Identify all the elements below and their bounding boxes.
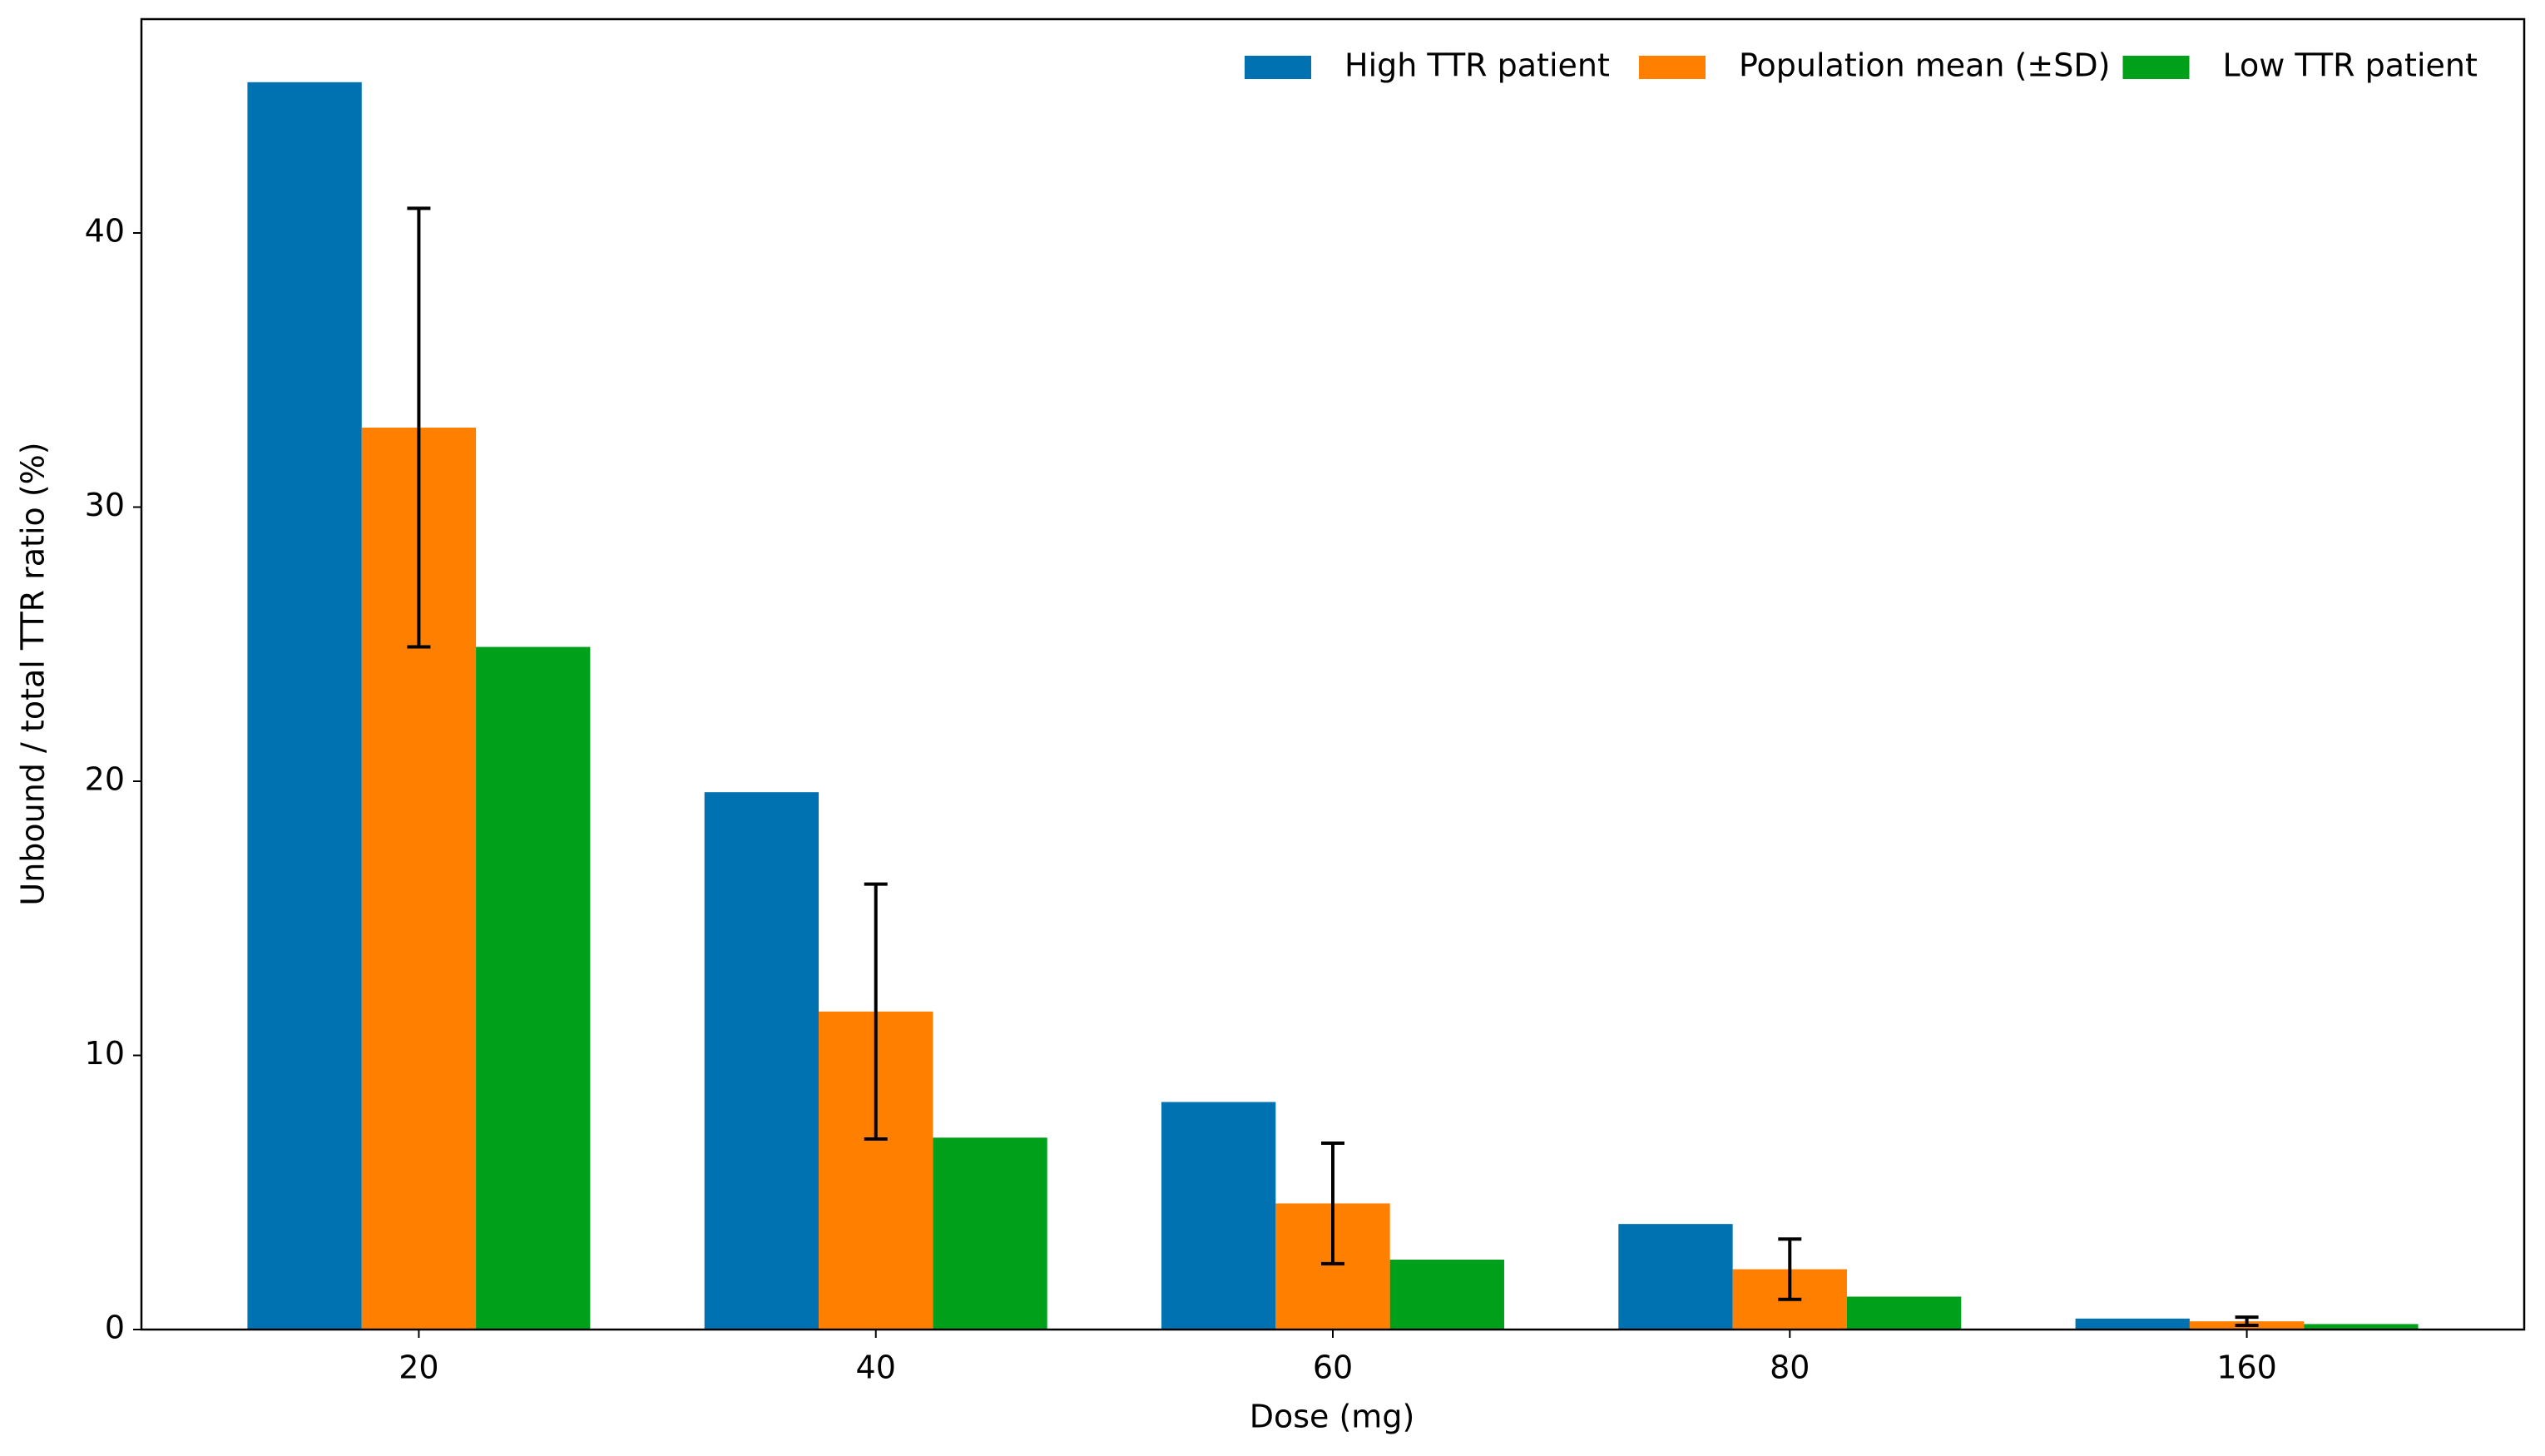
- x-tick-label: 40: [856, 1350, 896, 1386]
- bar: [1846, 1296, 1962, 1330]
- y-tick-label: 40: [85, 213, 125, 250]
- error-bar: [2235, 1315, 2259, 1328]
- y-tick-label: 10: [85, 1035, 125, 1072]
- error-bar: [407, 206, 431, 649]
- y-tick-label: 20: [85, 761, 125, 798]
- y-axis-label: Unbound / total TTR ratio (%): [15, 442, 52, 905]
- x-tick-label: 80: [1770, 1350, 1810, 1386]
- error-bar: [1778, 1237, 1802, 1301]
- legend-swatch: [1639, 56, 1706, 79]
- bar: [1618, 1224, 1733, 1330]
- x-axis-label: Dose (mg): [1250, 1399, 1415, 1435]
- x-tick-label: 60: [1313, 1350, 1353, 1386]
- legend-swatch: [1245, 56, 1311, 79]
- bar: [2075, 1318, 2190, 1330]
- x-tick-label: 160: [2216, 1350, 2277, 1386]
- error-bar: [1321, 1141, 1344, 1265]
- error-bar: [864, 882, 888, 1141]
- bar: [2304, 1324, 2419, 1330]
- legend-label: High TTR patient: [1344, 47, 1610, 84]
- y-tick-label: 30: [85, 487, 125, 523]
- bar: [704, 792, 819, 1330]
- bar: [933, 1137, 1047, 1330]
- x-tick-label: 20: [399, 1350, 438, 1386]
- plot-frame: [140, 17, 2526, 1331]
- legend-label: Population mean (±SD): [1739, 47, 2110, 84]
- bar: [1389, 1259, 1504, 1330]
- bar: [476, 646, 591, 1330]
- bar: [1161, 1102, 1276, 1330]
- legend-swatch: [2122, 56, 2190, 79]
- bar: [247, 82, 362, 1330]
- legend-label: Low TTR patient: [2223, 47, 2478, 84]
- y-tick-label: 0: [105, 1310, 125, 1346]
